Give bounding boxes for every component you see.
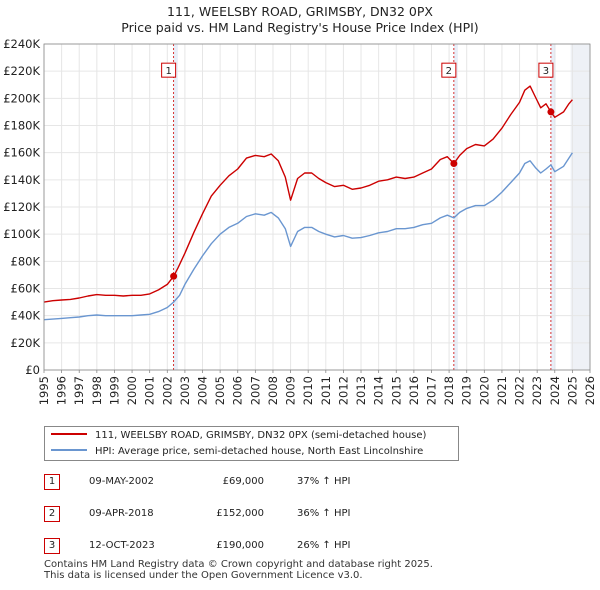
legend-swatch-hpi [51,449,87,451]
x-tick-label: 1995 [37,376,51,405]
sale-marker-label: 1 [165,66,171,77]
y-tick-label: £0 [25,363,40,377]
y-tick-label: £20K [11,336,41,350]
x-tick-label: 1997 [72,376,86,405]
sale-marker-box [161,62,177,78]
x-tick-label: 2006 [231,376,245,405]
y-tick-label: £40K [11,309,41,323]
x-tick-label: 2000 [125,376,139,405]
legend-item-hpi: HPI: Average price, semi-detached house,… [51,444,423,460]
x-tick-label: 2015 [389,376,403,405]
x-tick-label: 2019 [460,376,474,405]
x-tick-label: 2016 [407,376,421,405]
chart-legend: 111, WEELSBY ROAD, GRIMSBY, DN32 0PX (se… [44,426,459,461]
chart-title-address: 111, WEELSBY ROAD, GRIMSBY, DN32 0PX [167,4,433,19]
sale-price: £69,000 [222,476,264,487]
sale-hpi-change: 26% ↑ HPI [297,540,351,551]
x-tick-label: 2005 [213,376,227,405]
x-tick-label: 2012 [336,376,350,405]
sale-badge: 3 [44,538,60,554]
x-tick-label: 2009 [284,376,298,405]
x-tick-label: 2002 [160,376,174,405]
sale-point [547,108,555,116]
sale-price: £152,000 [216,508,264,519]
sale-row: 2 09-APR-2018 £152,000 36% ↑ HPI [44,504,464,524]
x-tick-label: 2024 [548,376,562,405]
attribution-line-2: This data is licensed under the Open Gov… [44,570,363,581]
chart-title: 111, WEELSBY ROAD, GRIMSBY, DN32 0PX Pri… [0,4,600,36]
x-tick-label: 2013 [354,376,368,405]
chart-title-subtitle: Price paid vs. HM Land Registry's House … [121,20,479,35]
price-line [43,85,573,303]
x-tick-label: 2014 [372,376,386,405]
chart-axes: £0 £20K £40K £60K £80K £100K £120K £140K £160K £1… [3,37,597,405]
x-tick-label: 2004 [196,376,210,405]
legend-label-hpi: HPI: Average price, semi-detached house,… [95,446,424,457]
x-tick-label: 1998 [90,376,104,405]
x-tick-label: 2026 [583,376,597,405]
x-tick-label: 2007 [248,376,262,405]
y-tick-label: £240K [3,37,40,51]
sale-date: 09-MAY-2002 [89,476,155,487]
hpi-line [43,152,573,321]
chart-series [43,85,573,321]
x-tick-label: 2020 [477,376,491,405]
x-tick-label: 2011 [319,376,333,405]
sale-marker-label: 3 [543,66,549,77]
sale-row: 1 09-MAY-2002 £69,000 37% ↑ HPI [44,472,464,492]
sale-point [170,272,178,280]
y-tick-label: £220K [3,64,40,78]
x-tick-label: 2001 [143,376,157,405]
attribution-footer: Contains HM Land Registry data © Crown c… [44,559,433,581]
x-tick-label: 2017 [424,376,438,405]
x-tick-label: 2025 [565,376,579,405]
x-tick-label: 2022 [513,376,527,405]
x-tick-label: 2021 [495,376,509,405]
sale-marker-box [441,62,457,78]
x-tick-label: 2003 [178,376,192,405]
sale-date: 12-OCT-2023 [89,540,155,551]
x-tick-label: 2008 [266,376,280,405]
sale-badge: 2 [44,506,60,522]
sale-date: 09-APR-2018 [89,508,154,519]
price-chart: 1 2 3 £0 £20K £40K £60K £80K £100K £120K £140K £16… [3,37,597,405]
legend-label-price: 111, WEELSBY ROAD, GRIMSBY, DN32 0PX (se… [95,430,427,441]
sale-marker-label: 2 [446,66,452,77]
chart-sale-markers: 1 2 3 [161,62,555,280]
y-tick-label: £160K [3,146,40,160]
y-tick-label: £200K [3,91,40,105]
sale-price: £190,000 [216,540,264,551]
sale-marker-box [538,62,554,78]
x-tick-label: 1999 [107,376,121,405]
x-tick-label: 2018 [442,376,456,405]
x-tick-label: 2010 [301,376,315,405]
sale-point [450,160,458,168]
sale-hpi-change: 37% ↑ HPI [297,476,351,487]
legend-item-price: 111, WEELSBY ROAD, GRIMSBY, DN32 0PX (se… [51,428,426,444]
y-tick-label: £60K [11,282,41,296]
y-tick-label: £100K [3,227,40,241]
sale-hpi-change: 36% ↑ HPI [297,508,351,519]
y-tick-label: £80K [11,254,41,268]
y-tick-label: £120K [3,200,40,214]
sale-badge: 1 [44,474,60,490]
y-tick-label: £140K [3,173,40,187]
attribution-line-1: Contains HM Land Registry data © Crown c… [44,559,433,570]
x-tick-label: 1996 [55,376,69,405]
y-tick-label: £180K [3,119,40,133]
x-tick-label: 2023 [530,376,544,405]
legend-swatch-price [51,433,87,435]
sale-row: 3 12-OCT-2023 £190,000 26% ↑ HPI [44,536,464,556]
plot-frame [43,43,591,371]
